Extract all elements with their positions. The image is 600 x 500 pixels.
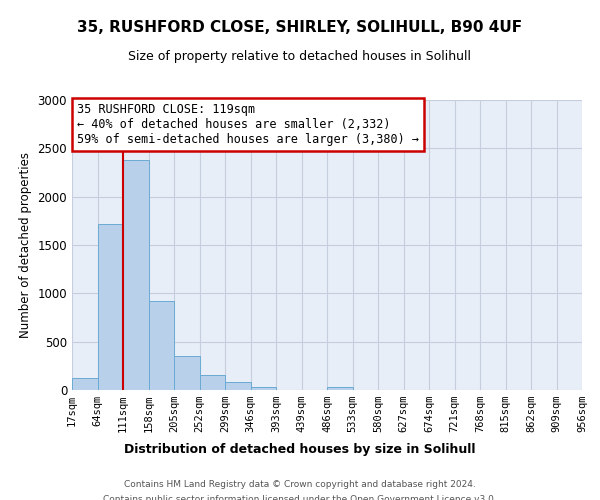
Bar bbox=[251, 386, 276, 390]
Text: Contains public sector information licensed under the Open Government Licence v3: Contains public sector information licen… bbox=[103, 495, 497, 500]
Text: Size of property relative to detached houses in Solihull: Size of property relative to detached ho… bbox=[128, 50, 472, 63]
Text: 35 RUSHFORD CLOSE: 119sqm
← 40% of detached houses are smaller (2,332)
59% of se: 35 RUSHFORD CLOSE: 119sqm ← 40% of detac… bbox=[77, 103, 419, 146]
Bar bbox=[123, 160, 149, 390]
Bar bbox=[225, 382, 251, 390]
Bar bbox=[149, 301, 174, 390]
Y-axis label: Number of detached properties: Number of detached properties bbox=[19, 152, 32, 338]
Bar bbox=[97, 224, 123, 390]
Bar bbox=[72, 378, 97, 390]
Bar bbox=[174, 356, 199, 390]
Text: Contains HM Land Registry data © Crown copyright and database right 2024.: Contains HM Land Registry data © Crown c… bbox=[124, 480, 476, 489]
Bar bbox=[327, 387, 353, 390]
Bar bbox=[199, 375, 225, 390]
Text: Distribution of detached houses by size in Solihull: Distribution of detached houses by size … bbox=[124, 442, 476, 456]
Text: 35, RUSHFORD CLOSE, SHIRLEY, SOLIHULL, B90 4UF: 35, RUSHFORD CLOSE, SHIRLEY, SOLIHULL, B… bbox=[77, 20, 523, 35]
